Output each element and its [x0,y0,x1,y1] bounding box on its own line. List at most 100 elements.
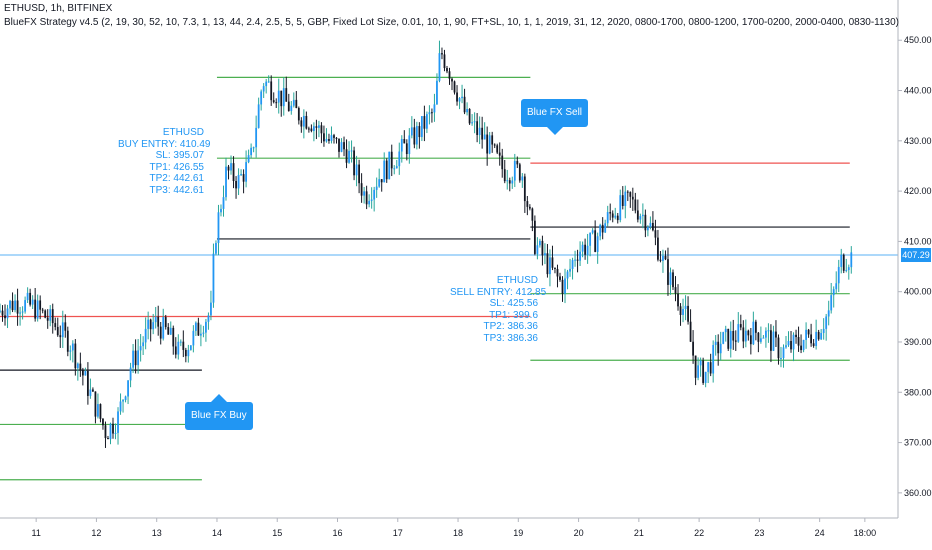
candle-body [410,127,413,136]
candle-body [265,81,268,87]
candle-body [528,206,531,209]
y-tick-label: 400.00 [904,287,932,297]
candle-body [74,343,77,369]
candle-body [749,335,752,345]
sell-signal-bubble[interactable]: Blue FX Sell [521,99,589,135]
trade-levels [0,76,898,481]
candle-body [142,342,145,347]
candle-body [6,308,9,319]
candle-body [358,164,360,184]
candle-body [754,321,757,333]
candle-body [792,334,795,350]
candle-body [345,149,348,163]
candle-body [340,142,343,152]
candle-body [483,134,486,140]
candle-body [438,53,441,81]
candle-body [19,312,21,314]
candle-body [654,230,657,238]
candle-body [652,222,654,231]
buy-bubble-pointer [210,394,227,402]
x-tick-label: 20 [574,528,584,538]
candle-body [205,321,207,333]
x-tick-label: 16 [332,528,342,538]
candle-body [174,346,177,355]
sell-annotation: ETHUSD SELL ENTRY: 412.85 SL: 425.56 TP1… [450,275,546,344]
candle-body [320,125,323,134]
candle-body [230,163,232,171]
candle-body [370,199,373,201]
candle-body [707,362,710,372]
candle-body [759,338,762,342]
candle-body [94,391,97,417]
candle-body [433,104,436,113]
candle-body [305,115,308,129]
buy-signal-bubble[interactable]: Blue FX Buy [185,394,253,430]
candle-body [446,68,448,72]
candle-body [403,139,406,144]
candle-body [267,81,270,83]
candle-body [817,331,820,340]
candle-body [669,272,672,285]
candle-body [609,212,612,214]
x-tick-label: 11 [31,528,40,538]
candle-body [252,147,255,149]
candle-body [292,99,295,106]
candle-body [506,180,509,182]
candle-body [827,310,830,317]
candle-body [481,127,484,140]
candle-body [825,316,828,329]
candle-body [626,191,629,193]
candle-body [297,108,300,121]
candle-body [413,127,416,145]
candle-body [365,191,368,205]
candle-body [561,279,564,294]
candle-body [119,401,122,412]
candle-body [333,135,335,138]
y-tick-label: 410.00 [904,236,932,246]
candle-body [471,122,474,124]
candle-body [41,309,44,311]
candle-body [182,341,185,350]
candle-body [59,335,62,338]
candle-body [564,278,566,294]
candle-body [624,191,627,206]
candle-body [388,151,391,180]
candle-body [247,155,250,163]
candle-body [712,345,715,374]
buy-annotation: ETHUSD BUY ENTRY: 410.49 SL: 395.07 TP1:… [118,127,210,196]
candle-body [222,197,225,209]
candle-body [523,176,526,202]
candle-body [687,305,689,322]
candle-body [616,215,619,221]
candle-body [134,350,137,366]
candle-body [571,260,574,269]
candle-body [423,116,426,129]
candle-body [734,340,737,342]
candle-body [767,330,770,332]
candle-body [586,245,589,255]
candle-body [64,322,67,331]
x-tick-label: 23 [754,528,764,538]
strategy-title: BlueFX Strategy v4.5 (2, 19, 30, 52, 10,… [4,17,899,28]
candle-body [282,88,285,107]
candle-body [318,125,320,128]
candle-body [51,309,54,324]
candle-body [54,323,57,328]
candle-body [102,418,104,426]
candle-body [729,330,732,349]
candle-body [109,423,112,440]
candle-body [579,251,581,261]
candle-body [591,230,594,233]
candle-body [227,166,230,171]
x-tick-label: 12 [91,528,101,538]
x-tick-label: 14 [212,528,222,538]
sell-annotation-symbol: ETHUSD [496,275,538,286]
candle-body [812,343,815,346]
candle-body [107,438,109,440]
candle-body [551,257,554,268]
candle-body [747,330,750,336]
buy-annotation-symbol: ETHUSD [162,127,204,138]
candle-body [9,300,11,309]
candle-body [378,179,381,187]
